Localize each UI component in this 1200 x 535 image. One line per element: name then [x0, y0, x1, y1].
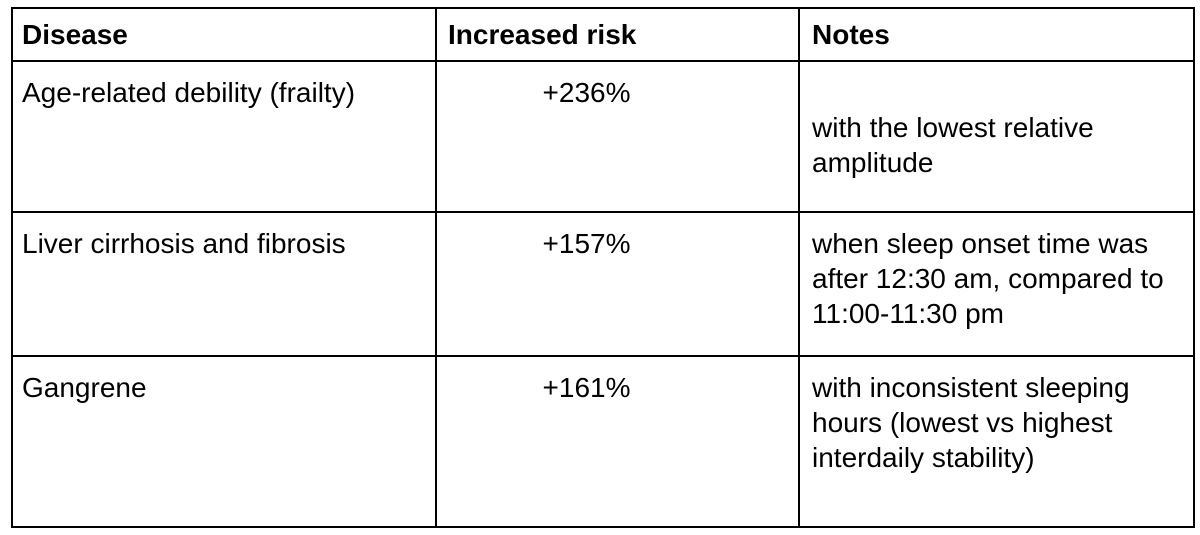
- disease-cell: Age-related debility (frailty): [11, 60, 437, 213]
- note-cell: with the lowest relative amplitude: [798, 60, 1195, 213]
- table-row: Age-related debility (frailty) +236% wit…: [11, 60, 1195, 213]
- disease-cell: Gangrene: [11, 355, 437, 528]
- disease-risk-table: Disease Increased risk Notes Age-related…: [11, 7, 1195, 528]
- note-cell: with inconsistent sleeping hours (lowest…: [798, 355, 1195, 528]
- table-row: Liver cirrhosis and fibrosis +157% when …: [11, 211, 1195, 357]
- note-cell: when sleep onset time was after 12:30 am…: [798, 211, 1195, 357]
- table-header-row: Disease Increased risk Notes: [11, 7, 1195, 62]
- disease-cell: Liver cirrhosis and fibrosis: [11, 211, 437, 357]
- column-header-notes: Notes: [798, 7, 1195, 62]
- column-header-disease: Disease: [11, 7, 437, 62]
- risk-cell: +236%: [435, 60, 800, 213]
- table-row: Gangrene +161% with inconsistent sleepin…: [11, 355, 1195, 528]
- risk-cell: +161%: [435, 355, 800, 528]
- risk-cell: +157%: [435, 211, 800, 357]
- column-header-increased-risk: Increased risk: [435, 7, 800, 62]
